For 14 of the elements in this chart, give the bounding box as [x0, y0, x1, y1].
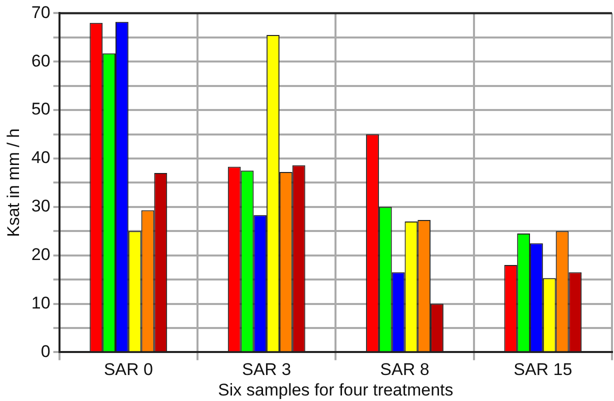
x-tick-label: SAR 8 — [380, 360, 430, 380]
y-tick-label: 10 — [31, 293, 50, 312]
y-tick-label: 30 — [31, 196, 50, 216]
x-tick-label: SAR 3 — [242, 360, 292, 380]
y-axis-title: Ksat in mm / h — [4, 128, 23, 238]
x-tick-label: SAR 15 — [514, 360, 572, 380]
y-tick-label: 40 — [31, 148, 50, 168]
y-tick-label: 50 — [31, 100, 50, 119]
y-tick-label: 0 — [40, 342, 50, 361]
y-tick-label: 60 — [31, 51, 50, 70]
y-tick-label: 20 — [31, 245, 50, 264]
y-tick-label: 70 — [31, 2, 50, 22]
x-tick-label: SAR 0 — [104, 360, 153, 380]
x-axis-title: Six samples for four treatments — [218, 380, 454, 400]
